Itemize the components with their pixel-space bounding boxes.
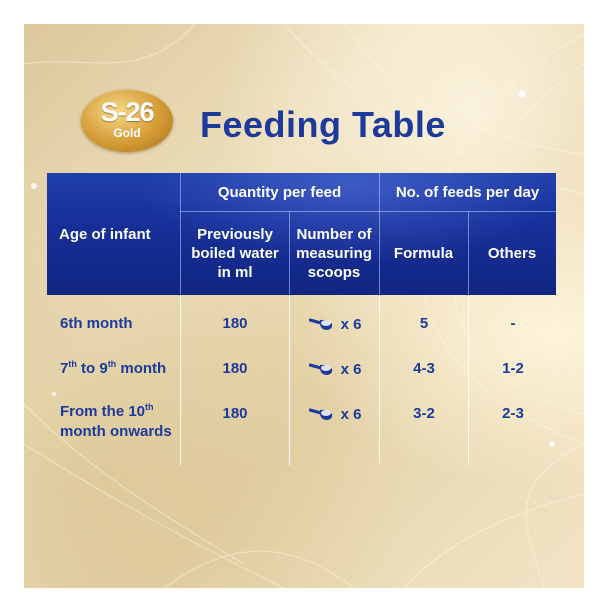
row-2-age-mid: to 9 bbox=[76, 360, 108, 377]
row-2-water: 180 bbox=[222, 360, 248, 377]
header-divider-v2 bbox=[289, 211, 290, 295]
feeding-table-card: S-26 Gold Feeding Table bbox=[24, 24, 584, 588]
row-3-formula: 3-2 bbox=[413, 405, 435, 422]
body-divider-2 bbox=[289, 295, 290, 465]
table-header: Age of infant Quantity per feed No. of f… bbox=[47, 173, 556, 295]
row-3-age-post: month onwards bbox=[60, 423, 172, 440]
body-divider-1 bbox=[180, 295, 181, 465]
measuring-scoop-icon bbox=[308, 408, 332, 420]
header-divider-v3 bbox=[379, 173, 380, 295]
s26-gold-logo: S-26 Gold bbox=[81, 90, 173, 152]
header-age-of-infant: Age of infant bbox=[59, 225, 151, 243]
measuring-scoop-icon bbox=[308, 363, 332, 375]
row-3-age: From the 10th month onwards bbox=[60, 402, 180, 442]
row-2-age-sup2: th bbox=[107, 359, 117, 369]
row-3-scoops: x 6 bbox=[300, 403, 370, 425]
row-3-others: 2-3 bbox=[502, 405, 524, 422]
header-boiled-water: Previously boiled water in ml bbox=[191, 226, 279, 281]
row-1-scoops: x 6 bbox=[300, 313, 370, 335]
row-1-others: - bbox=[510, 315, 516, 332]
header-feeds-per-day: No. of feeds per day bbox=[395, 183, 540, 201]
row-1-water: 180 bbox=[222, 315, 248, 332]
row-2-age: 7th to 9th month bbox=[60, 359, 180, 379]
row-1-scoop-count: x 6 bbox=[340, 315, 362, 333]
row-2-scoops: x 6 bbox=[300, 358, 370, 380]
header-divider-v1 bbox=[180, 173, 181, 295]
row-2-others: 1-2 bbox=[502, 360, 524, 377]
body-divider-4 bbox=[468, 295, 469, 465]
row-2-age-num1: 7 bbox=[60, 360, 69, 377]
row-1-age: 6th month bbox=[60, 314, 180, 334]
decorative-swirls bbox=[24, 24, 584, 588]
body-divider-3 bbox=[379, 295, 380, 465]
page-title: Feeding Table bbox=[200, 104, 446, 145]
header-shine bbox=[47, 173, 556, 295]
logo-brand-text: S-26 bbox=[100, 97, 154, 127]
header-quantity-per-feed: Quantity per feed bbox=[217, 183, 342, 201]
row-2-scoop-count: x 6 bbox=[340, 360, 362, 378]
row-2-age-sup1: th bbox=[68, 359, 77, 369]
row-2-formula: 4-3 bbox=[413, 360, 435, 377]
header-measuring-scoops: Number of measuring scoops bbox=[296, 226, 372, 281]
row-1-formula: 5 bbox=[419, 315, 429, 332]
measuring-scoop-icon bbox=[308, 318, 332, 330]
header-others: Others bbox=[487, 245, 537, 262]
row-3-age-pre: From the 10 bbox=[60, 403, 146, 420]
row-2-age-post: month bbox=[116, 360, 167, 377]
header-formula: Formula bbox=[393, 245, 454, 262]
row-3-water: 180 bbox=[222, 405, 248, 422]
logo-sub-text: Gold bbox=[113, 126, 141, 140]
header-divider-h bbox=[180, 211, 556, 212]
header-divider-v4 bbox=[468, 211, 469, 295]
row-3-age-sup: th bbox=[145, 402, 154, 412]
row-3-scoop-count: x 6 bbox=[340, 405, 362, 423]
row-1-age-text: 6th month bbox=[60, 315, 133, 332]
